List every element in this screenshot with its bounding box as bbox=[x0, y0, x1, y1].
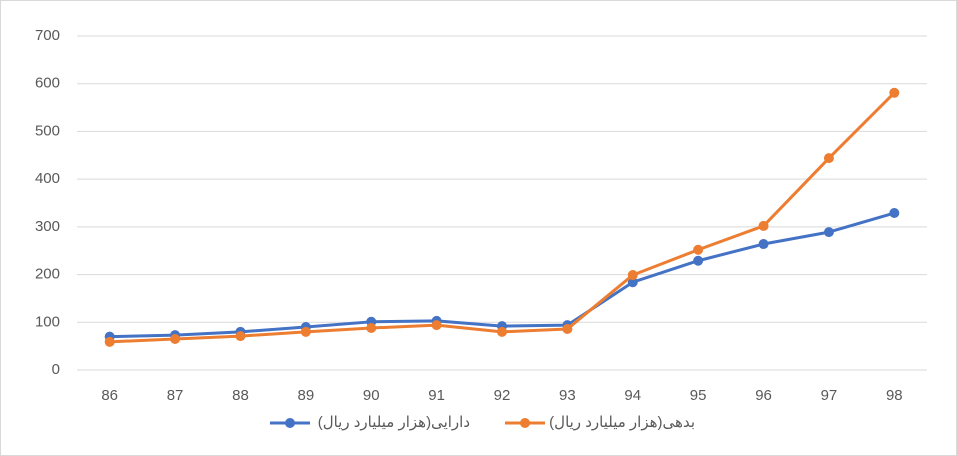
data-point bbox=[823, 153, 834, 164]
x-tick-label: 95 bbox=[690, 387, 707, 404]
y-tick-label: 400 bbox=[35, 170, 60, 187]
data-point bbox=[627, 277, 638, 288]
x-tick-label: 90 bbox=[363, 387, 380, 404]
data-point bbox=[889, 208, 900, 219]
x-tick-label: 92 bbox=[494, 387, 511, 404]
data-point bbox=[758, 239, 769, 250]
legend-label: بدهی(هزار میلیارد ریال) bbox=[549, 414, 695, 431]
data-point bbox=[104, 336, 115, 347]
data-point bbox=[497, 326, 507, 337]
data-point bbox=[693, 255, 704, 266]
data-point bbox=[758, 220, 769, 231]
x-tick-label: 98 bbox=[886, 387, 903, 404]
x-tick-label: 86 bbox=[101, 387, 118, 404]
data-point bbox=[235, 331, 246, 342]
x-tick-label: 94 bbox=[624, 387, 641, 404]
x-tick-label: 96 bbox=[755, 387, 772, 404]
y-tick-label: 700 bbox=[35, 27, 60, 44]
data-point bbox=[823, 227, 834, 238]
x-tick-label: 91 bbox=[428, 387, 445, 404]
data-point bbox=[889, 87, 900, 98]
x-tick-label: 89 bbox=[298, 387, 315, 404]
data-point bbox=[300, 326, 311, 337]
data-point bbox=[366, 323, 377, 334]
data-point bbox=[627, 270, 638, 281]
legend-label: دارایی(هزار میلیارد ریال) bbox=[318, 414, 470, 431]
y-tick-label: 300 bbox=[35, 218, 60, 235]
x-tick-label: 87 bbox=[167, 387, 184, 404]
x-tick-label: 97 bbox=[821, 387, 838, 404]
x-tick-label: 88 bbox=[232, 387, 249, 404]
data-point bbox=[170, 333, 181, 344]
y-tick-label: 500 bbox=[35, 122, 60, 139]
y-tick-label: 0 bbox=[52, 361, 60, 378]
x-tick-label: 93 bbox=[559, 387, 576, 404]
data-point bbox=[693, 244, 704, 255]
y-tick-label: 600 bbox=[35, 75, 60, 92]
y-tick-label: 200 bbox=[35, 266, 60, 283]
legend-marker bbox=[520, 418, 530, 428]
data-point bbox=[431, 320, 442, 331]
data-point bbox=[562, 323, 573, 334]
legend-marker bbox=[285, 418, 295, 428]
y-tick-label: 100 bbox=[35, 313, 60, 330]
